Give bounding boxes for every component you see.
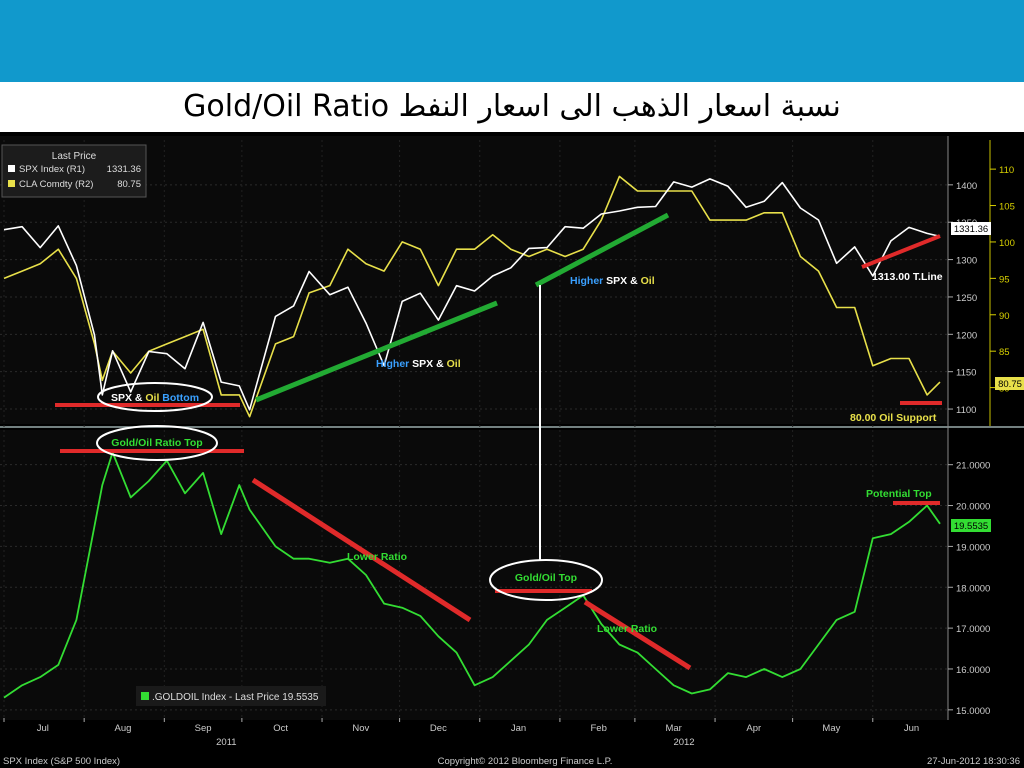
- green-trendline-1: [255, 300, 498, 403]
- legend-swatch-oil: [8, 180, 15, 187]
- header-banner: [0, 0, 1024, 82]
- ratio-tick-label: 17.0000: [956, 624, 990, 635]
- spx-trendline-red: [861, 234, 941, 269]
- higher2-part2: SPX &: [606, 275, 640, 287]
- lower-legend: .GOLDOIL Index - Last Price 19.5535: [136, 686, 326, 706]
- legend-label-spx: SPX Index (R1): [19, 164, 85, 175]
- ratio-tick-label: 20.0000: [956, 502, 990, 513]
- month-label: Jun: [904, 723, 919, 734]
- oil-tick-label: 90: [999, 311, 1010, 322]
- higher1-part2: SPX &: [412, 358, 446, 370]
- month-label: May: [822, 723, 840, 734]
- month-label: Sep: [195, 723, 212, 734]
- year-label: 2012: [673, 737, 694, 748]
- ratio-line: [3, 451, 941, 699]
- oil-line: [3, 175, 941, 418]
- ratio-tick-label: 21.0000: [956, 461, 990, 472]
- footer-right: 27-Jun-2012 18:30:36: [927, 756, 1020, 767]
- higher2-part1: Higher: [570, 275, 606, 287]
- spx-last-tag-text: 1331.36: [954, 224, 988, 235]
- oil-tick-label: 95: [999, 274, 1010, 285]
- lower-panel-bg: [0, 430, 948, 720]
- annotation-shapes: [55, 212, 942, 671]
- legend-swatch-spx: [8, 165, 15, 172]
- oil-last-tag: [995, 377, 1024, 390]
- spx-last-tag: [951, 222, 991, 235]
- higher-label-1: Higher SPX & Oil: [376, 358, 461, 370]
- bottom-label-part1: SPX &: [111, 392, 145, 404]
- grid: [0, 140, 948, 718]
- footer-bar: [0, 750, 1024, 768]
- month-label: Aug: [114, 723, 131, 734]
- lower-ratio-label-1: Lower Ratio: [347, 551, 407, 563]
- footer-center: Copyright© 2012 Bloomberg Finance L.P.: [438, 756, 613, 767]
- ratio-last-tag-text: 19.5535: [954, 521, 988, 532]
- oil-tick-label: 85: [999, 347, 1010, 358]
- trendline-label: 1313.00 T.Line: [872, 271, 943, 283]
- legend-value-spx: 1331.36: [107, 164, 141, 175]
- higher2-part3: Oil: [641, 275, 655, 287]
- oil-tick-label: 105: [999, 202, 1015, 213]
- month-label: Jul: [37, 723, 49, 734]
- green-trendline-2: [534, 212, 670, 288]
- red-downtrend-1: [251, 477, 472, 623]
- legend-box: [1, 144, 147, 198]
- year-label: 2011: [216, 737, 236, 748]
- support-label: 80.00 Oil Support: [850, 412, 937, 424]
- series-lines: [3, 175, 941, 699]
- chart-svg: 1100115012001250130013501400 80859095100…: [0, 132, 1024, 768]
- spx-tick-label: 1150: [956, 368, 976, 379]
- lower-legend-swatch: [141, 692, 149, 700]
- x-axis: Jul Aug Sep Oct Nov Dec Jan Feb Mar Apr May Jun 2011…: [3, 718, 919, 748]
- ratio-axis: 15.0000 16.0000 17.0000 18.0000 19.0000 20.00…: [948, 461, 990, 717]
- ratio-tick-label: 16.0000: [956, 665, 990, 676]
- oil-tick-label: 110: [999, 165, 1014, 176]
- potential-top-label: Potential Top: [866, 488, 932, 500]
- ratio-top-ellipse: [96, 425, 218, 461]
- oil-tick-label: 100: [999, 238, 1015, 249]
- upper-panel-bg: [0, 136, 948, 424]
- month-label: Apr: [746, 723, 761, 734]
- month-label: Feb: [591, 723, 607, 734]
- legend-header: Last Price: [52, 151, 97, 162]
- month-label: Dec: [430, 723, 447, 734]
- spx-line: [3, 178, 941, 411]
- bottom-ellipse: [97, 382, 213, 412]
- month-label: Nov: [352, 723, 369, 734]
- gold-oil-top-label: Gold/Oil Top: [515, 572, 577, 584]
- legend-label-oil: CLA Comdty (R2): [19, 179, 93, 190]
- upper-legend: Last Price SPX Index (R1) 1331.36 CLA Co…: [1, 144, 147, 198]
- lower-legend-label: .GOLDOIL Index - Last Price 19.5535: [152, 692, 319, 703]
- bottom-label-part3: Bottom: [162, 392, 199, 404]
- ratio-top-label: Gold/Oil Ratio Top: [111, 437, 202, 449]
- oil-last-tag-text: 80.75: [998, 379, 1022, 390]
- bottom-label-part2: Oil: [145, 392, 162, 404]
- ratio-tick-label: 18.0000: [956, 583, 990, 594]
- spx-tick-label: 1100: [956, 405, 976, 416]
- lower-ratio-label-2: Lower Ratio: [597, 623, 657, 635]
- higher-label-2: Higher SPX & Oil: [570, 275, 655, 287]
- ratio-tick-label: 19.0000: [956, 542, 990, 553]
- footer-left: SPX Index (S&P 500 Index): [3, 756, 120, 767]
- legend-value-oil: 80.75: [117, 179, 141, 190]
- spx-tick-label: 1300: [956, 256, 977, 267]
- month-label: Jan: [511, 723, 526, 734]
- ratio-last-tag: [951, 519, 991, 532]
- chart-area: 1100115012001250130013501400 80859095100…: [0, 132, 1024, 768]
- spx-tick-label: 1400: [956, 181, 977, 192]
- lower-legend-box: [136, 686, 326, 706]
- red-downtrend-2: [583, 599, 692, 671]
- bottom-ellipse-label: SPX & Oil Bottom: [111, 392, 199, 404]
- higher1-part1: Higher: [376, 358, 412, 370]
- spx-tick-label: 1200: [956, 330, 977, 341]
- month-label: Oct: [273, 723, 288, 734]
- last-value-tags: 1331.36 80.75 19.5535: [951, 222, 1024, 532]
- month-label: Mar: [665, 723, 681, 734]
- higher1-part3: Oil: [447, 358, 461, 370]
- gold-oil-top-ellipse: [489, 559, 603, 601]
- slide-title: Gold/Oil Ratio نسبة اسعار الذهب الى اسعا…: [183, 89, 841, 124]
- ratio-tick-label: 15.0000: [956, 706, 990, 717]
- spx-tick-label: 1250: [956, 293, 977, 304]
